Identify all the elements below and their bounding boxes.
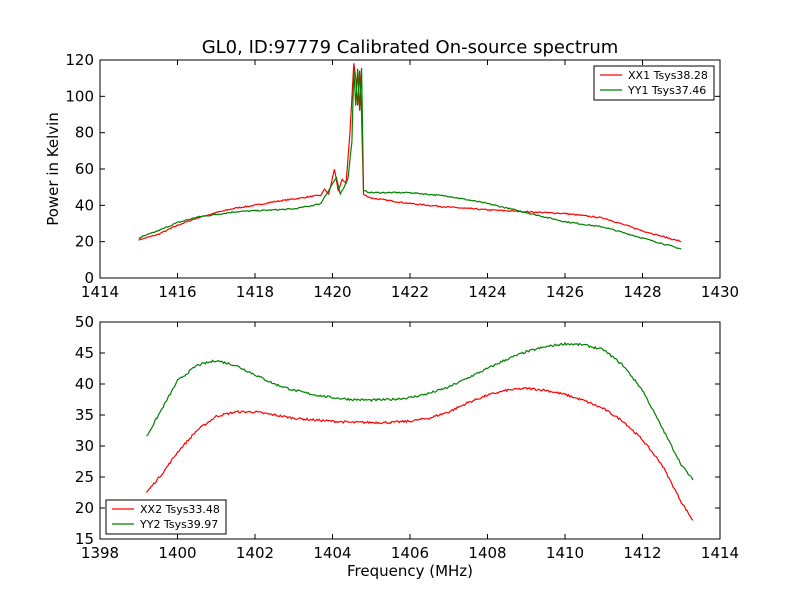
top-xtick-label: 1416 <box>158 283 196 301</box>
bottom-ticks: 1398 1400 1402 1404 1406 1408 1410 1412 1414 15 20… <box>75 313 739 562</box>
bottom-xtick-label: 1414 <box>701 544 739 562</box>
top-xtick-label: 1422 <box>391 283 429 301</box>
top-series-lines <box>138 63 682 250</box>
top-xtick-label: 1428 <box>623 283 661 301</box>
top-ytick-label: 0 <box>84 269 94 287</box>
bottom-ytick-label: 25 <box>75 468 94 486</box>
top-ylabel: Power in Kelvin <box>44 112 62 226</box>
top-legend-label-0: XX1 Tsys38.28 <box>628 69 708 82</box>
bottom-xtick-label: 1410 <box>546 544 584 562</box>
bottom-xtick-label: 1398 <box>81 544 119 562</box>
bottom-series-lines <box>146 341 694 521</box>
bottom-legend-label-1: YY2 Tsys39.97 <box>139 518 218 531</box>
bottom-legend-box <box>105 499 227 535</box>
bottom-xtick-label: 1408 <box>468 544 506 562</box>
top-ytick-label: 100 <box>65 87 94 105</box>
top-ytick-label: 40 <box>75 196 94 214</box>
bottom-subplot: 1398 1400 1402 1404 1406 1408 1410 1412 1414 15 20… <box>75 313 739 580</box>
bottom-series-line-0 <box>146 386 694 521</box>
bottom-xtick-label: 1404 <box>313 544 351 562</box>
top-ticks: 1414 1416 1418 1420 1422 1424 1426 1428 1430 0 20 4… <box>65 51 739 301</box>
bottom-xtick-label: 1400 <box>158 544 196 562</box>
bottom-ytick-label: 15 <box>75 530 94 548</box>
top-legend: XX1 Tsys38.28 YY1 Tsys37.46 <box>593 65 715 101</box>
bottom-ytick-label: 50 <box>75 313 94 331</box>
bottom-series-line-1 <box>146 341 694 481</box>
bottom-ytick-label: 35 <box>75 406 94 424</box>
top-ytick-label: 20 <box>75 233 94 251</box>
top-xtick-label: 1424 <box>468 283 506 301</box>
top-series-line-1 <box>138 67 682 250</box>
top-ytick-label: 120 <box>65 51 94 69</box>
top-series-line-0 <box>138 63 682 243</box>
top-subplot: 1414 1416 1418 1420 1422 1424 1426 1428 1430 0 20 4… <box>44 51 739 301</box>
bottom-xtick-label: 1412 <box>623 544 661 562</box>
bottom-ytick-label: 45 <box>75 344 94 362</box>
top-xtick-label: 1426 <box>546 283 584 301</box>
top-ytick-label: 60 <box>75 160 94 178</box>
top-xtick-label: 1418 <box>236 283 274 301</box>
bottom-ytick-label: 40 <box>75 375 94 393</box>
top-legend-box <box>593 65 715 101</box>
bottom-ytick-label: 20 <box>75 499 94 517</box>
bottom-ytick-label: 30 <box>75 437 94 455</box>
bottom-legend: XX2 Tsys33.48 YY2 Tsys39.97 <box>105 499 227 535</box>
bottom-xtick-label: 1406 <box>391 544 429 562</box>
top-xtick-label: 1430 <box>701 283 739 301</box>
top-xtick-label: 1414 <box>81 283 119 301</box>
bottom-xlabel: Frequency (MHz) <box>347 562 473 580</box>
top-legend-label-1: YY1 Tsys37.46 <box>627 84 706 97</box>
top-ytick-label: 80 <box>75 124 94 142</box>
top-xtick-label: 1420 <box>313 283 351 301</box>
bottom-xtick-label: 1402 <box>236 544 274 562</box>
bottom-legend-label-0: XX2 Tsys33.48 <box>140 503 220 516</box>
chart-title: GL0, ID:97779 Calibrated On-source spect… <box>202 37 619 58</box>
